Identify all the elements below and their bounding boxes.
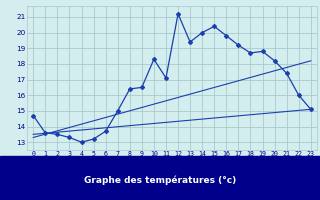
Text: Graphe des températures (°c): Graphe des températures (°c) bbox=[84, 175, 236, 185]
